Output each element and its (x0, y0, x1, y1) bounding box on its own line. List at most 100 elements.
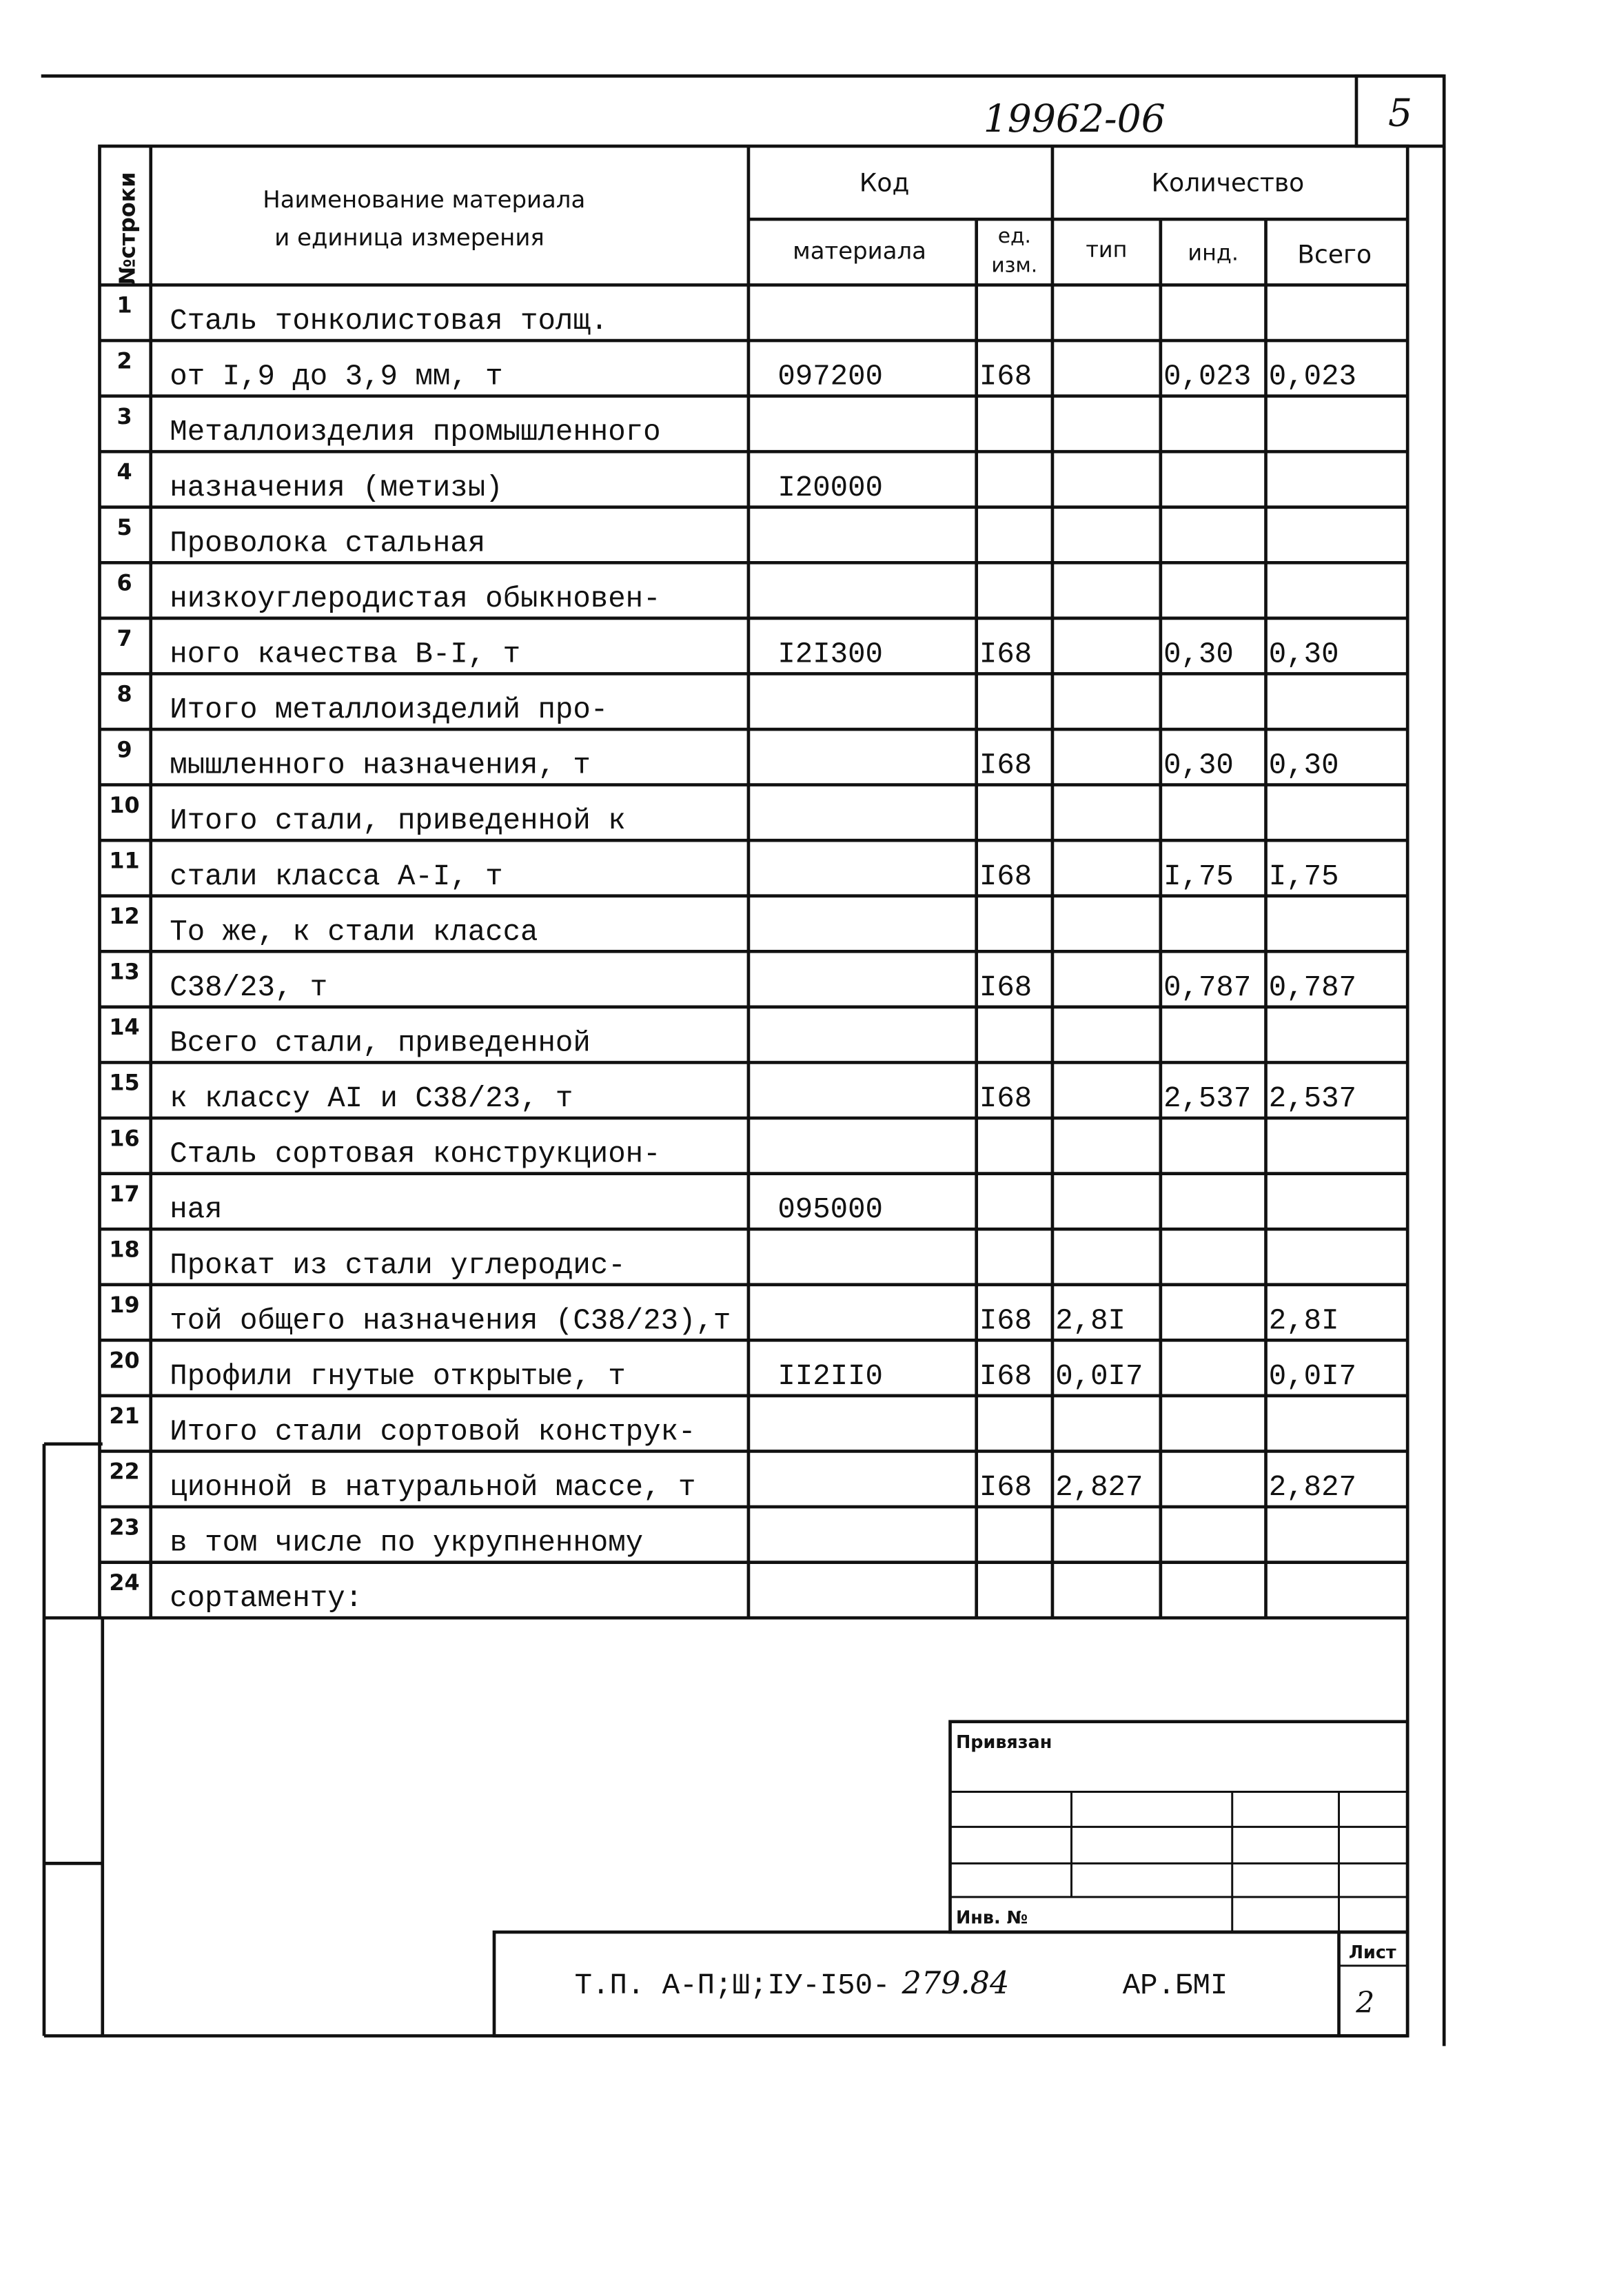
cell-unit: I68 (979, 1360, 1032, 1393)
cell-name: Сталь сортовая конструкцион- (170, 1138, 660, 1171)
cell-total: 0,30 (1269, 638, 1339, 671)
row-number: 4 (116, 459, 132, 485)
table-row: 3 Металлоизделия промышленного (99, 394, 1408, 449)
row-number: 12 (109, 904, 139, 929)
row-number: 6 (116, 571, 132, 596)
cell-ind: 0,023 (1163, 360, 1251, 394)
project-code: Т.П. А-П;Ш;IУ-I50- (575, 1969, 890, 2002)
row-number: 10 (109, 793, 139, 818)
title-stamp: Т.П. А-П;Ш;IУ-I50- 279.84 АР.БМI Лист 2 (492, 1930, 1409, 2038)
table-row: 22 ционной в натуральной массе, т I68 2,827… (99, 1450, 1408, 1504)
row-number: 1 (116, 293, 132, 318)
cell-name: назначения (метизы) (170, 471, 502, 505)
header-name-line1: Наименование материала (263, 186, 585, 213)
cell-unit: I68 (979, 971, 1032, 1004)
header-qty-ind: инд. (1188, 240, 1239, 265)
header-name-line2: и единица измерения (274, 224, 544, 251)
cell-name: С38/23, т (170, 971, 327, 1004)
header-qty-type: тип (1086, 237, 1127, 263)
cell-unit: I68 (979, 860, 1032, 893)
cell-total: 0,023 (1269, 360, 1356, 394)
row-number: 24 (109, 1570, 139, 1596)
table-row: 1 Сталь тонколистовая толщ. (116, 293, 608, 338)
row-number: 17 (109, 1181, 139, 1207)
row-number: 9 (116, 737, 132, 762)
cell-name: Итого металлоизделий про- (170, 693, 608, 727)
cell-ind: 0,30 (1163, 749, 1234, 782)
sheet-label: Лист (1349, 1942, 1396, 1962)
cell-ind: I,75 (1163, 860, 1234, 893)
cell-name: Всего стали, приведенной (170, 1026, 591, 1059)
cell-name: сортаменту: (170, 1582, 363, 1615)
table-row: 6 низкоуглеродистая обыкновен- (99, 560, 1408, 616)
materials-table: №строки Наименование материала и единица… (98, 144, 1409, 1620)
table-row: 12 То же, к стали класса (99, 894, 1408, 948)
table-row: 2 от I,9 до 3,9 мм, т 097200 I68 0,023 0,023 (99, 338, 1408, 394)
table-row: 20 Профили гнутые открытые, т II2II0 I68 0,0… (99, 1338, 1408, 1393)
cell-total: 2,827 (1269, 1471, 1356, 1504)
cell-name: ная (170, 1193, 222, 1226)
row-number: 22 (109, 1459, 139, 1485)
cell-code: II2II0 (777, 1360, 883, 1393)
cell-unit: I68 (979, 749, 1032, 782)
header-row-no: №строки (114, 172, 140, 285)
row-number: 8 (116, 682, 132, 707)
table-row: 11 стали класса А-I, т I68 I,75 I,75 (99, 838, 1408, 893)
stamp-box (492, 1930, 1409, 2038)
row-number: 23 (109, 1514, 139, 1540)
table-row: 14 Всего стали, приведенной (99, 1005, 1408, 1059)
cell-name: То же, к стали класса (170, 915, 538, 948)
row-number: 19 (109, 1292, 139, 1318)
table-row: 7 ного качества В-I, т I2I300 I68 0,30 0,30 (99, 616, 1408, 671)
row-number: 7 (116, 626, 132, 651)
sheet-number: 2 (1355, 1986, 1374, 2020)
cell-name: Сталь тонколистовая толщ. (170, 305, 608, 338)
document-number: 19962-06 (984, 96, 1166, 141)
cell-name: Металлоизделия промышленного (170, 416, 660, 449)
cell-ind: 0,787 (1163, 971, 1251, 1004)
row-number: 13 (109, 959, 139, 985)
cell-name: ного качества В-I, т (170, 638, 520, 671)
table-row: 15 к классу АI и С38/23, т I68 2,537 2,537 (99, 1061, 1408, 1115)
header-qty-total: Всего (1297, 241, 1372, 270)
cell-type: 2,827 (1055, 1471, 1143, 1504)
cell-ind: 2,537 (1163, 1082, 1251, 1115)
cell-name: стали класса А-I, т (170, 860, 502, 893)
table-row: 10 Итого стали, приведенной к (99, 783, 1408, 837)
cell-total: 0,30 (1269, 749, 1339, 782)
cell-name: той общего назначения (С38/23),т (170, 1304, 731, 1337)
cell-name: ционной в натуральной массе, т (170, 1471, 695, 1504)
row-number: 11 (109, 848, 139, 873)
row-number: 2 (116, 348, 132, 374)
table-row: 4 назначения (метизы) I20000 (99, 449, 1408, 505)
cell-ind: 0,30 (1163, 638, 1234, 671)
table-row: 23 в том числе по укрупненному (99, 1505, 1408, 1560)
cell-unit: I68 (979, 360, 1032, 394)
cell-code: I20000 (777, 471, 883, 505)
cell-unit: I68 (979, 638, 1032, 671)
table-row: 16 Сталь сортовая конструкцион- (99, 1116, 1408, 1171)
row-number: 20 (109, 1348, 139, 1374)
album-code: АР.БМI (1123, 1969, 1228, 2002)
cell-code: 095000 (777, 1193, 883, 1226)
cell-name: Профили гнутые открытые, т (170, 1360, 625, 1393)
row-number: 21 (109, 1403, 139, 1429)
header-quantity: Количество (1152, 170, 1305, 198)
cell-total: 2,8I (1269, 1304, 1339, 1337)
cell-type: 2,8I (1055, 1304, 1126, 1337)
row-number: 5 (116, 515, 132, 540)
inventory-label: Инв. № (956, 1907, 1028, 1927)
project-code-handwritten: 279.84 (902, 1966, 1010, 2001)
table-border (98, 144, 1409, 1620)
table-row: 8 Итого металлоизделий про- (99, 672, 1408, 727)
cell-unit: I68 (979, 1304, 1032, 1337)
table-row: 19 той общего назначения (С38/23),т I68 2,8… (99, 1283, 1408, 1337)
cell-total: 0,0I7 (1269, 1360, 1356, 1393)
table-row: 24 сортаменту: (99, 1561, 1408, 1615)
table-row: 18 Прокат из стали углеродис- (99, 1227, 1408, 1282)
page-box-number: 5 (1388, 90, 1412, 134)
cell-name: низкоуглеродистая обыкновен- (170, 582, 660, 616)
row-number: 18 (109, 1237, 139, 1262)
table-row: 13 С38/23, т I68 0,787 0,787 (99, 949, 1408, 1004)
attached-label: Привязан (956, 1731, 1052, 1752)
